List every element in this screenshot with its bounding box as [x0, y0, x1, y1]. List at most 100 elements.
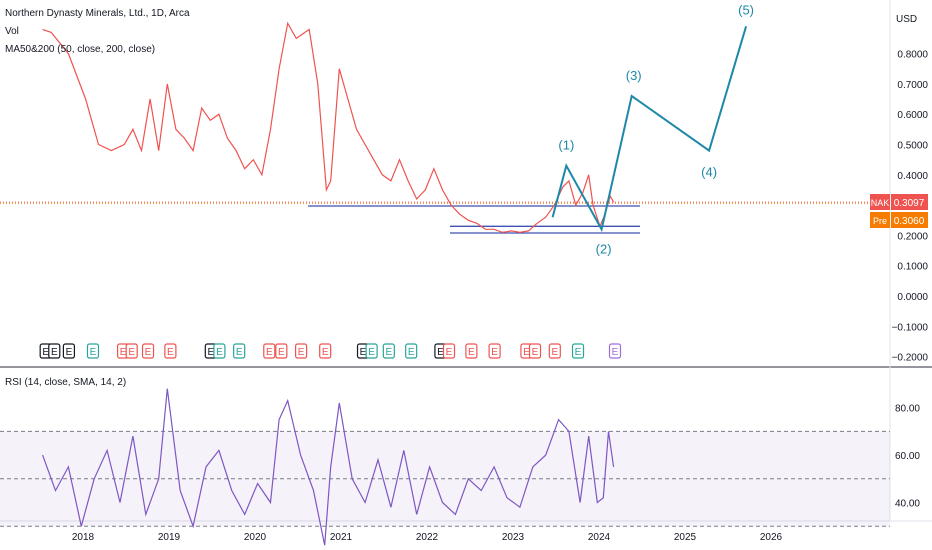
earnings-label: E [468, 347, 475, 358]
earnings-marker[interactable]: E [488, 343, 501, 359]
earnings-marker[interactable]: E [48, 343, 61, 359]
elliott-wave-projection: (1) (2) (3) (4) (5) [551, 2, 754, 256]
earnings-label: E [128, 347, 135, 358]
price-tag-value: 0.3060 [894, 216, 925, 227]
price-axis-tick: 0.6000 [897, 110, 928, 121]
price-labels: NAK 0.3097 Pre 0.3060 [870, 194, 928, 228]
earnings-box [125, 343, 138, 359]
earnings-box [442, 343, 456, 359]
time-axis-tick: 2021 [330, 532, 353, 543]
earnings-label: E [266, 347, 273, 358]
earnings-label: E [575, 347, 582, 358]
earnings-marker[interactable]: E [571, 343, 585, 359]
earnings-label: E [51, 347, 58, 358]
earnings-marker[interactable]: E [465, 343, 478, 359]
earnings-label: E [298, 347, 305, 358]
price-axis-tick: −0.1000 [892, 322, 929, 333]
price-axis-tick: 0.0000 [897, 292, 928, 303]
earnings-label: E [42, 347, 49, 358]
earnings-box [213, 343, 226, 359]
earnings-marker[interactable]: E [528, 343, 542, 359]
earnings-box [571, 343, 585, 359]
earnings-marker[interactable]: E [86, 343, 100, 359]
earnings-box [62, 343, 76, 359]
earnings-box [465, 343, 478, 359]
wave-label: (4) [701, 165, 717, 180]
earnings-label: E [446, 347, 453, 358]
earnings-box [528, 343, 542, 359]
earnings-marker[interactable]: E [125, 343, 138, 359]
time-axis-tick: 2026 [760, 532, 783, 543]
earnings-label: E [532, 347, 539, 358]
earnings-marker[interactable]: E [62, 343, 76, 359]
rsi-series [42, 388, 615, 546]
rsi-bands [0, 430, 890, 527]
earnings-marker[interactable]: E [608, 343, 622, 359]
earnings-marker[interactable]: E [405, 343, 418, 359]
earnings-marker[interactable]: E [275, 343, 288, 359]
price-tag-name: NAK [871, 198, 890, 208]
legend-title: Northern Dynasty Minerals, Ltd., 1D, Arc… [5, 8, 190, 19]
earnings-box [548, 343, 561, 359]
time-axis-tick: 2025 [674, 532, 697, 543]
time-axis-tick: 2018 [72, 532, 95, 543]
earnings-label: E [551, 347, 558, 358]
earnings-box [382, 343, 395, 359]
earnings-marker[interactable]: E [319, 343, 332, 359]
earnings-label: E [360, 347, 367, 358]
rsi-axis-tick: 60.00 [895, 451, 920, 462]
earnings-marker[interactable]: E [141, 343, 155, 359]
price-tag-name-bg [870, 194, 890, 210]
earnings-label: E [278, 347, 285, 358]
price-tag-value-bg [891, 194, 928, 210]
rsi-axis-tick: 80.00 [895, 404, 920, 415]
wave-label: (2) [596, 241, 612, 256]
earnings-label: E [216, 347, 223, 358]
earnings-label: E [437, 347, 444, 358]
currency-label[interactable]: USD [896, 14, 917, 25]
time-axis-tick: 2023 [502, 532, 525, 543]
wave-path [551, 26, 748, 233]
earnings-marker[interactable]: E [263, 343, 276, 359]
earnings-label: E [322, 347, 329, 358]
earnings-marker[interactable]: E [164, 343, 177, 359]
price-tag-name: Pre [873, 216, 887, 226]
price-line [42, 21, 615, 234]
earnings-box [86, 343, 100, 359]
wave-label: (3) [626, 68, 642, 83]
earnings-label: E [368, 347, 375, 358]
earnings-marker[interactable]: E [365, 343, 378, 359]
price-series [0, 21, 890, 234]
price-axis-tick: 0.4000 [897, 171, 928, 182]
earnings-box [365, 343, 378, 359]
time-axis-tick: 2020 [244, 532, 267, 543]
price-tag-value-bg [891, 212, 928, 228]
price-axis-tick: 0.1000 [897, 262, 928, 273]
price-axis-tick: 0.7000 [897, 80, 928, 91]
earnings-marker[interactable]: E [295, 343, 308, 359]
earnings-label: E [167, 347, 174, 358]
price-axis-tick: 0.5000 [897, 141, 928, 152]
earnings-box [319, 343, 332, 359]
rsi-line [42, 388, 615, 546]
wave-label: (5) [738, 2, 754, 17]
earnings-label: E [236, 347, 243, 358]
earnings-label: E [385, 347, 392, 358]
earnings-marker[interactable]: E [382, 343, 395, 359]
earnings-label: E [145, 347, 152, 358]
earnings-label: E [120, 347, 127, 358]
earnings-label: E [491, 347, 498, 358]
earnings-box [263, 343, 276, 359]
earnings-label: E [207, 347, 214, 358]
earnings-marker[interactable]: E [233, 343, 246, 359]
price-axis-tick: 0.2000 [897, 231, 928, 242]
earnings-marker[interactable]: E [213, 343, 226, 359]
wave-label: (1) [558, 138, 574, 153]
earnings-marker[interactable]: E [548, 343, 561, 359]
earnings-label: E [66, 347, 73, 358]
earnings-label: E [408, 347, 415, 358]
earnings-marker[interactable]: E [442, 343, 456, 359]
